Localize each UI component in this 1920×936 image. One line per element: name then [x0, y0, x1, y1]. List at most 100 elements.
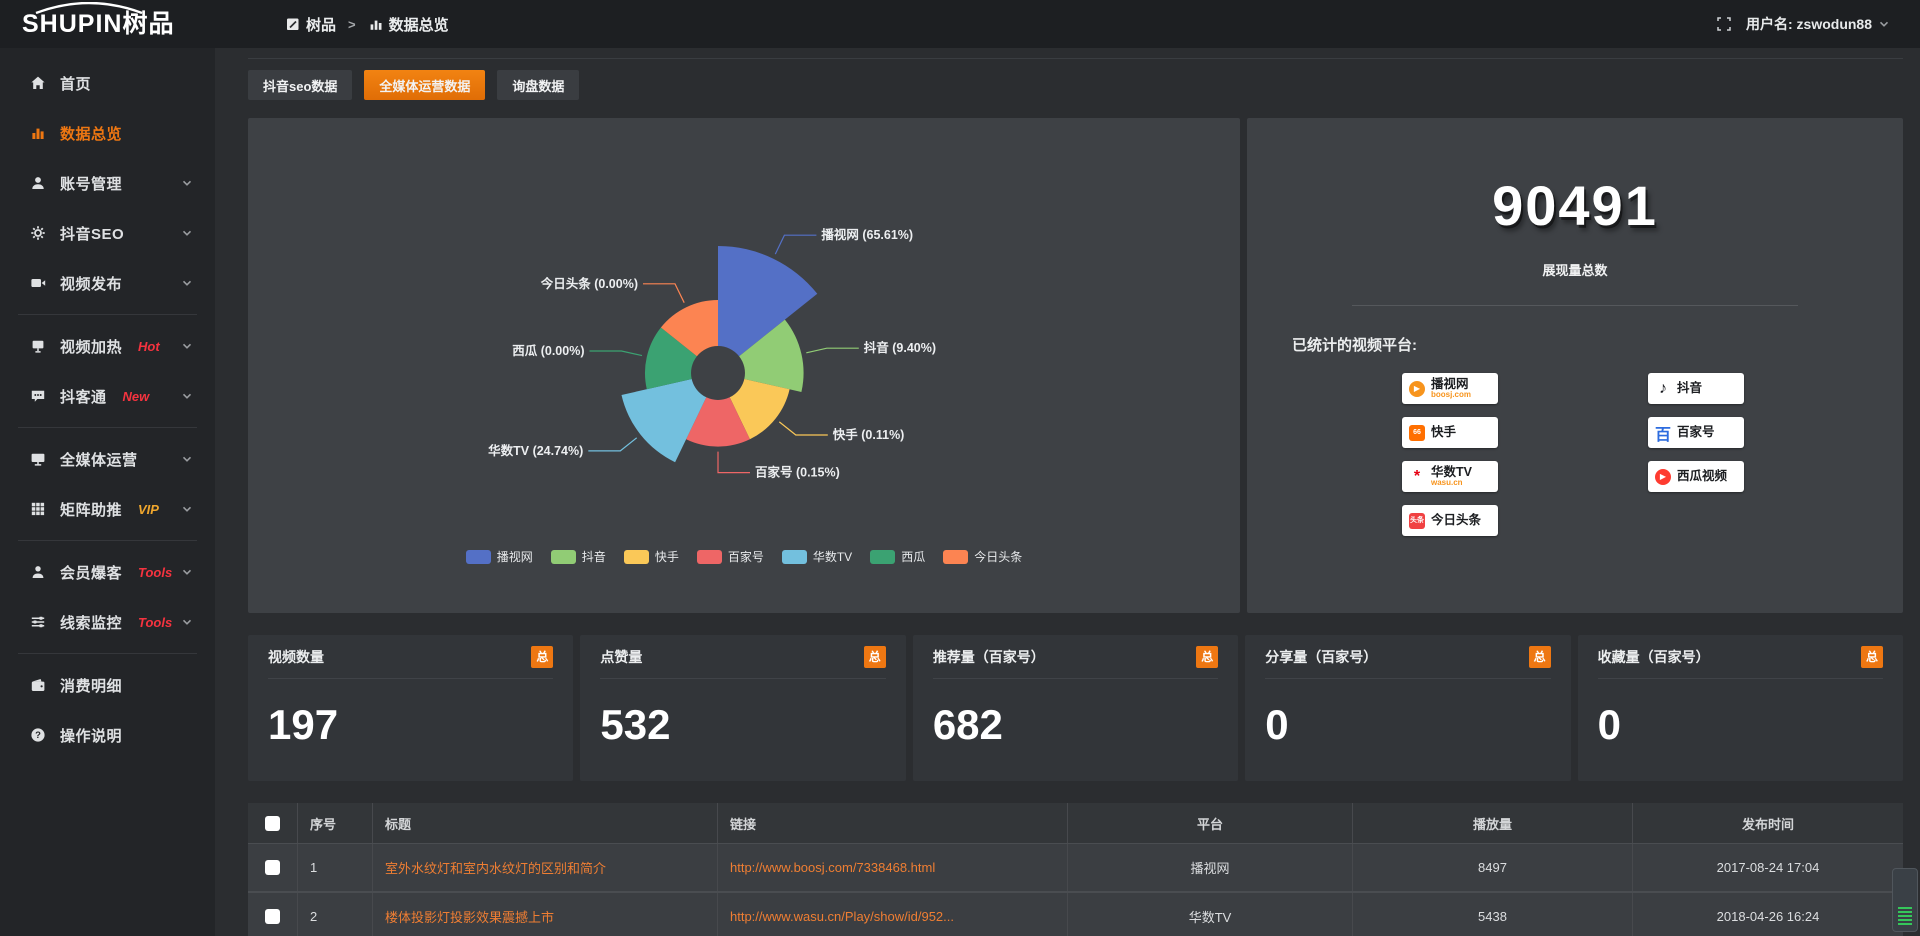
svg-text:?: ?	[35, 730, 41, 741]
legend-item-6[interactable]: 今日头条	[943, 548, 1022, 565]
video-title-link[interactable]: 楼体投影灯投影效果震撼上市	[385, 910, 555, 925]
total-badge: 总	[1196, 645, 1219, 668]
legend-item-3[interactable]: 百家号	[696, 548, 764, 565]
select-all-checkbox[interactable]	[265, 815, 280, 831]
sidebar-item-monitor[interactable]: 全媒体运营	[0, 434, 215, 484]
help-icon: ?	[30, 727, 46, 743]
sidebar-item-help[interactable]: ? 操作说明	[0, 710, 215, 760]
legend-label: 西瓜	[901, 550, 926, 564]
table-row: 2 楼体投影灯投影效果震撼上市 http://www.wasu.cn/Play/sh…	[248, 893, 1903, 936]
row-checkbox[interactable]	[265, 909, 280, 924]
platform-logo-icon: ▶	[1655, 468, 1671, 485]
sidebar-item-sliders[interactable]: 线索监控 Tools	[0, 597, 215, 647]
sidebar-item-label: 账号管理	[60, 175, 123, 193]
pie-chart-panel: 播视网 (65.61%) 抖音 (9.40%) 快手 (0.11%) 百家号 (0.1…	[248, 118, 1240, 613]
stat-card-label: 推荐量（百家号）	[932, 648, 1045, 665]
table-cell-time: 2018-04-26 16:24	[1716, 909, 1820, 924]
pie-label-line	[778, 421, 828, 436]
table-header-cell	[248, 803, 298, 843]
legend-item-0[interactable]: 播视网	[465, 548, 533, 565]
sidebar-item-person[interactable]: 会员爆客 Tools	[0, 547, 215, 597]
platform-badge: ▶ 播视网 boosj.com	[1402, 373, 1498, 404]
sidebar-divider	[18, 540, 197, 541]
pie-slice-3[interactable]	[686, 397, 750, 447]
user-icon	[30, 175, 46, 191]
summary-divider	[1351, 305, 1799, 306]
table-header-cell: 序号	[298, 803, 373, 843]
pie-slice-6[interactable]	[660, 300, 718, 357]
tab-1[interactable]: 全媒体运营数据	[364, 70, 486, 100]
pie-slice-0[interactable]	[718, 246, 818, 357]
breadcrumb-current[interactable]: 数据总览	[368, 14, 449, 35]
legend-label: 华数TV	[812, 550, 853, 564]
stat-card-label: 点赞量	[600, 648, 643, 665]
video-url-link[interactable]: http://www.boosj.com/7338468.html	[730, 860, 936, 875]
sidebar-item-home[interactable]: 首页	[0, 58, 215, 108]
table-cell-link: http://www.boosj.com/7338468.html	[718, 844, 1068, 891]
row-checkbox[interactable]	[265, 860, 280, 875]
table-header-cell: 标题	[373, 803, 718, 843]
home-icon	[30, 75, 46, 91]
chevron-down-icon	[179, 388, 195, 404]
floating-widget[interactable]	[1892, 868, 1918, 932]
heat-icon	[30, 338, 46, 354]
stat-cards: 视频数量总 197 点赞量总 532 推荐量（百家号）总 682 分享量（百家号）总 0 收藏量…	[248, 635, 1904, 781]
pie-label: 抖音 (9.40%)	[864, 340, 936, 355]
platforms-label: 已统计的视频平台:	[1292, 337, 1417, 354]
video-title-link[interactable]: 室外水纹灯和室内水纹灯的区别和简介	[385, 861, 607, 876]
total-badge: 总	[1528, 645, 1551, 668]
breadcrumb-separator: >	[348, 16, 356, 32]
video-url-link[interactable]: http://www.wasu.cn/Play/show/id/952...	[730, 909, 954, 924]
table-row: 1 室外水纹灯和室内水纹灯的区别和简介 http://www.boosj.com/7…	[248, 844, 1903, 893]
pie-slice-2[interactable]	[729, 379, 790, 440]
user-area: 用户名: zswodun88	[1716, 14, 1920, 34]
platform-column: ♪ 抖音百百家号 ▶ 西瓜视频	[1648, 373, 1744, 536]
sidebar-item-chat[interactable]: 抖客通 New	[0, 371, 215, 421]
pie-label-line	[806, 347, 859, 354]
legend-item-4[interactable]: 华数TV	[781, 548, 853, 565]
table-cell-platform: 播视网	[1068, 844, 1353, 891]
legend-item-2[interactable]: 快手	[623, 548, 679, 565]
sidebar-badge: VIP	[138, 501, 159, 517]
legend-item-1[interactable]: 抖音	[550, 548, 606, 565]
wallet-icon	[30, 677, 46, 693]
video-icon	[30, 275, 46, 291]
pie-slice-4[interactable]	[621, 379, 707, 463]
stat-card-1: 点赞量 总 532	[580, 635, 906, 781]
total-impressions-value: 90491	[1492, 174, 1658, 237]
sidebar-item-bars[interactable]: 数据总览	[0, 108, 215, 158]
sidebar-item-wallet[interactable]: 消费明细	[0, 660, 215, 710]
table-cell-title: 室外水纹灯和室内水纹灯的区别和简介	[373, 844, 718, 891]
sidebar-divider	[18, 653, 197, 654]
breadcrumb-root[interactable]: 树品	[285, 14, 336, 35]
tab-2[interactable]: 询盘数据	[497, 70, 580, 100]
platform-logo-icon: 66	[1409, 424, 1425, 441]
legend-item-5[interactable]: 西瓜	[870, 548, 925, 565]
stat-card-label: 视频数量	[268, 648, 324, 665]
sidebar-item-label: 抖客通	[60, 388, 107, 406]
platform-logo-icon: ♪	[1659, 379, 1667, 397]
platform-logo-icon: ▶	[1409, 380, 1425, 397]
pen-square-icon	[285, 16, 301, 32]
sidebar-item-heat[interactable]: 视频加热 Hot	[0, 321, 215, 371]
bar-chart-icon	[368, 16, 384, 32]
pie-slice-1[interactable]	[739, 319, 804, 392]
stat-card-value: 0	[1597, 701, 1621, 748]
pie-label-line	[589, 350, 643, 357]
user-menu[interactable]: 用户名: zswodun88	[1746, 14, 1892, 34]
person-icon	[30, 564, 46, 580]
sidebar-item-user[interactable]: 账号管理	[0, 158, 215, 208]
sidebar-item-video[interactable]: 视频发布	[0, 258, 215, 308]
platform-badge: 66 快手	[1402, 417, 1498, 448]
tab-0[interactable]: 抖音seo数据	[248, 70, 353, 100]
sidebar-item-gear[interactable]: 抖音SEO	[0, 208, 215, 258]
header-divider	[248, 58, 1903, 59]
legend-swatch	[781, 549, 807, 564]
fullscreen-icon[interactable]	[1716, 16, 1732, 32]
pie-slice-5[interactable]	[644, 327, 697, 390]
sidebar-item-grid[interactable]: 矩阵助推 VIP	[0, 484, 215, 534]
table-header-cell: 平台	[1068, 803, 1353, 843]
bars-icon	[30, 125, 46, 141]
pie-label-line	[588, 437, 638, 452]
chevron-down-icon	[179, 338, 195, 354]
